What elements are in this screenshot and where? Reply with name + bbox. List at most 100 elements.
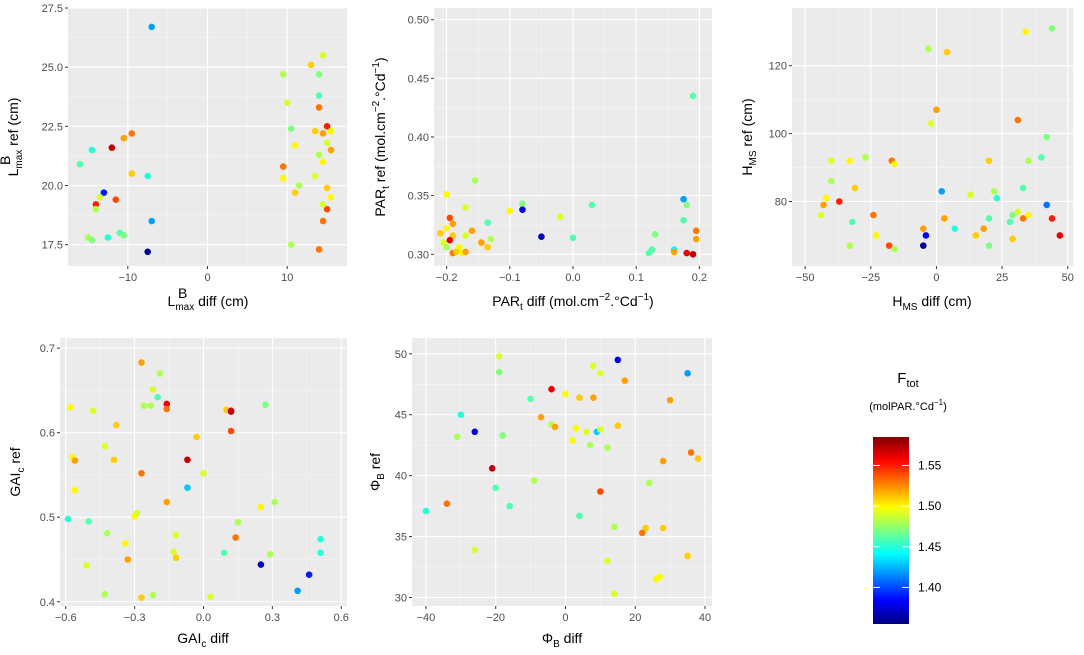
data-point: [680, 195, 687, 203]
data-point: [76, 160, 84, 168]
panel-hms-ylabel: HMS ref (cm): [739, 98, 759, 175]
data-point: [85, 518, 92, 525]
data-point: [1019, 184, 1027, 192]
data-point: [200, 469, 207, 477]
data-point: [572, 424, 580, 432]
data-point: [597, 488, 604, 495]
data-point: [443, 500, 451, 507]
x-tick-label: 10: [281, 272, 293, 284]
data-point: [291, 141, 299, 149]
x-tick-label: −40: [417, 612, 436, 624]
data-point: [227, 408, 235, 415]
data-point: [149, 386, 157, 393]
panel-gaic-xlabel: GAIc diff: [177, 630, 229, 650]
data-point: [232, 534, 239, 541]
data-point: [495, 368, 503, 376]
data-point: [687, 449, 695, 456]
x-tick-label: 50: [1062, 272, 1074, 284]
colorbar-tick-label: 1.40: [918, 580, 942, 594]
data-point: [327, 127, 335, 135]
data-point: [1048, 215, 1056, 222]
data-point: [323, 184, 331, 192]
data-point: [872, 232, 880, 239]
data-point: [828, 177, 835, 185]
data-point: [184, 484, 191, 491]
y-tick-label: 0.40: [408, 132, 429, 144]
data-point: [604, 557, 611, 565]
data-point: [266, 551, 274, 558]
data-point: [488, 465, 496, 472]
data-point: [83, 562, 90, 569]
data-point: [71, 457, 79, 464]
data-point: [88, 146, 96, 154]
data-point: [120, 231, 128, 239]
data-point: [468, 227, 476, 235]
y-tick-label: 40: [395, 471, 407, 483]
data-point: [148, 23, 155, 31]
data-point: [519, 200, 526, 208]
data-point: [446, 214, 454, 222]
data-point: [323, 205, 331, 213]
x-tick-label: 25: [996, 272, 1008, 284]
y-tick-label: 17.5: [42, 240, 63, 252]
data-point: [140, 402, 148, 409]
panel-gaic: −0.6 −0.3 0.0 0.3 0.6 0.4 0.5 0.6 0.7 GAIc diff…: [7, 338, 349, 650]
data-point: [319, 158, 327, 166]
panel-phib-yticks: 30 35 40 45 50: [395, 349, 412, 604]
panel-phib-ylabel-group: ΦB ref: [367, 453, 387, 491]
data-point: [597, 426, 604, 433]
panel-part-yticks: 0.30 0.35 0.40 0.45 0.50: [408, 15, 434, 261]
panel-lmax-yticks: 17.5 20.0 22.5 25.0 27.5: [42, 3, 68, 252]
x-tick-label: −10: [118, 272, 137, 284]
panel-hms-background: [792, 8, 1073, 266]
x-tick-label: 0.0: [565, 272, 580, 284]
y-tick-label: 30: [395, 592, 407, 604]
data-point: [257, 561, 265, 568]
panel-hms-ylabel-group: HMS ref (cm): [739, 98, 759, 175]
panel-lmax-xlabel-sup: B: [178, 285, 187, 301]
data-point: [315, 246, 323, 253]
data-point: [611, 590, 618, 598]
y-tick-label: 20.0: [42, 181, 63, 193]
colorbar-ticks: 1.40 1.45 1.50 1.55: [873, 458, 942, 594]
data-point: [985, 242, 993, 249]
data-point: [642, 524, 650, 532]
data-point: [548, 385, 555, 393]
panel-lmax-ylabel: Lmax ref (cm): [5, 98, 25, 177]
data-point: [462, 204, 469, 211]
data-point: [891, 160, 898, 168]
data-point: [454, 433, 461, 440]
data-point: [659, 524, 667, 532]
data-point: [576, 394, 583, 401]
data-point: [586, 441, 594, 449]
data-point: [1056, 232, 1064, 239]
panel-part-ylabel-group: PARt ref (mol.cm−2.°Cd−1): [371, 57, 392, 216]
data-point: [108, 144, 116, 151]
data-point: [484, 219, 492, 226]
data-point: [154, 393, 161, 401]
data-point: [104, 234, 112, 241]
data-point: [101, 590, 109, 598]
data-point: [922, 232, 930, 239]
x-tick-label: 0.2: [692, 272, 707, 284]
y-tick-label: 0.7: [40, 343, 55, 355]
y-tick-label: 0.30: [408, 249, 429, 261]
data-point: [927, 120, 935, 127]
data-point: [604, 444, 611, 451]
data-point: [319, 201, 327, 208]
data-point: [684, 552, 691, 560]
panel-hms-xticks: −50 −25 0 25 50: [796, 266, 1074, 284]
panel-part: −0.2 −0.1 0.0 0.1 0.2 0.30 0.35 0.40 0.45 0.50 P…: [371, 8, 712, 313]
data-point: [1043, 201, 1051, 209]
data-point: [851, 184, 859, 192]
data-point: [144, 248, 152, 256]
x-tick-label: −0.3: [124, 612, 146, 624]
data-point: [692, 227, 700, 235]
data-point: [462, 232, 469, 239]
data-point: [220, 549, 228, 557]
data-point: [133, 509, 141, 517]
x-tick-label: −0.6: [55, 612, 77, 624]
colorbar: [873, 437, 909, 624]
data-point: [315, 151, 323, 159]
